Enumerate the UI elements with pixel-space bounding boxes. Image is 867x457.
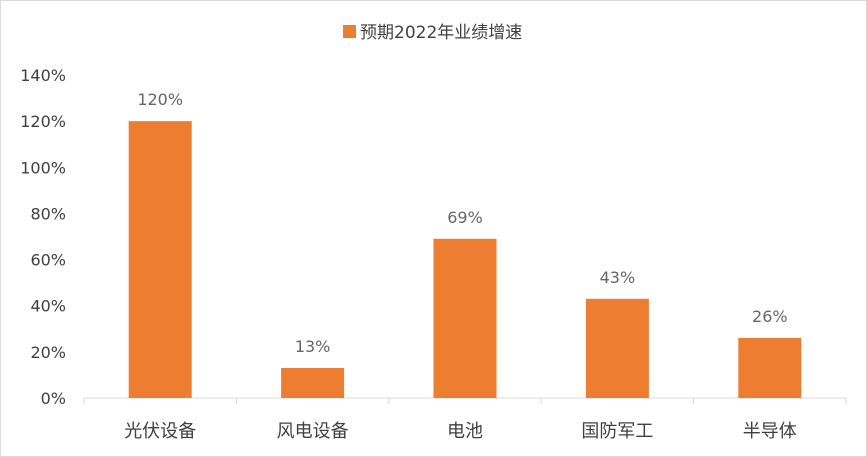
bar <box>585 298 649 398</box>
bar <box>433 238 497 398</box>
x-category-label: 风电设备 <box>277 421 349 442</box>
y-tick-label: 20% <box>30 343 66 362</box>
y-tick-label: 60% <box>30 251 66 270</box>
bar <box>738 338 802 398</box>
x-axis: 光伏设备 风电设备 电池 国防军工 半导体 <box>83 397 847 442</box>
x-category-label: 国防军工 <box>581 421 653 442</box>
legend-swatch <box>343 25 356 38</box>
y-tick-label: 80% <box>30 204 66 223</box>
x-category-label: 电池 <box>447 421 483 442</box>
y-tick-label: 140% <box>20 66 66 85</box>
data-label: 69% <box>447 208 483 227</box>
data-label: 120% <box>137 90 183 109</box>
y-tick-label: 0% <box>41 389 66 408</box>
legend-label: 预期2022年业绩增速 <box>360 23 522 43</box>
data-label: 13% <box>295 337 331 356</box>
bars <box>128 121 802 399</box>
y-tick-label: 120% <box>20 112 66 131</box>
y-tick-label: 100% <box>20 158 66 177</box>
data-label: 43% <box>600 268 636 287</box>
y-axis: 0% 20% 40% 60% 80% 100% 120% 140% <box>20 66 66 408</box>
x-category-label: 半导体 <box>743 421 797 442</box>
data-label: 26% <box>752 307 788 326</box>
y-tick-label: 40% <box>30 297 66 316</box>
bar <box>128 121 192 399</box>
x-category-label: 光伏设备 <box>124 421 196 442</box>
bar <box>281 368 345 398</box>
legend: 预期2022年业绩增速 <box>343 23 522 43</box>
data-labels: 120% 13% 69% 43% 26% <box>137 90 787 356</box>
